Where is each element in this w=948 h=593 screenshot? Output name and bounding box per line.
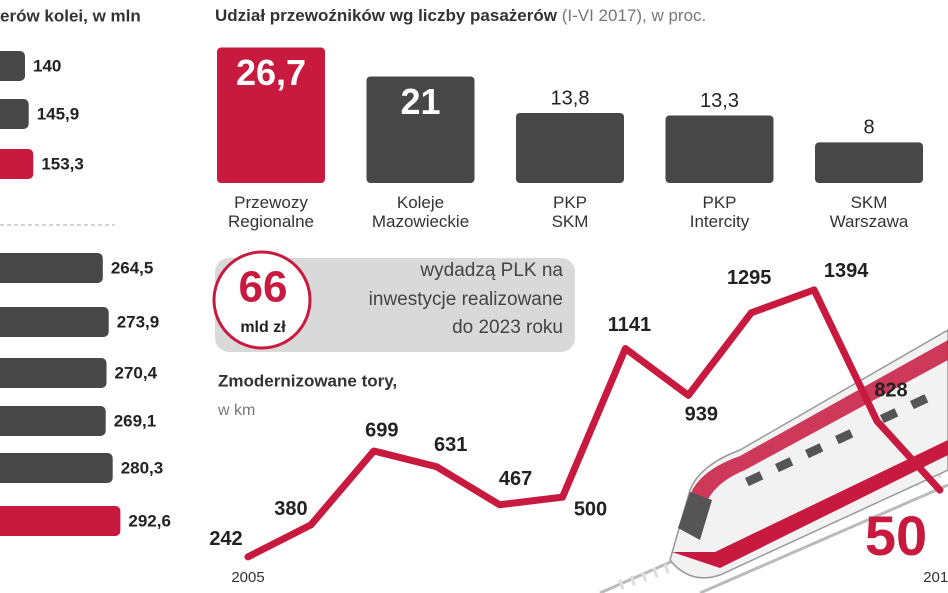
- category-label: PKP SKM: [551, 193, 589, 231]
- bar: [0, 51, 25, 81]
- value-label: 1141: [608, 314, 651, 336]
- chart-title: erów kolei, w mln: [0, 6, 141, 25]
- value-label: 828: [874, 379, 907, 401]
- badge-unit: mld zł: [240, 319, 286, 336]
- bar: [0, 453, 113, 483]
- value-label: 699: [365, 419, 398, 441]
- value-label: 631: [434, 434, 467, 456]
- value-label: 26,7: [236, 52, 306, 93]
- bar: [665, 115, 774, 183]
- bar: [0, 253, 103, 283]
- line: [244, 286, 944, 561]
- bar: [0, 358, 107, 388]
- train-illustration: [599, 329, 948, 593]
- highlight-label: 50: [865, 504, 927, 567]
- bar: [217, 47, 325, 184]
- value-label: 264,5: [111, 258, 154, 277]
- category-label: Koleje Mazowieckie: [371, 193, 470, 231]
- value-label: 21: [400, 81, 440, 122]
- bar: [366, 76, 475, 183]
- value-label: 939: [685, 404, 718, 426]
- badge-circle: [212, 250, 312, 350]
- chart-title: Zmodernizowane tory,: [218, 371, 397, 390]
- value-label: 1394: [824, 260, 869, 282]
- value-label: 280,3: [121, 458, 164, 477]
- value-label: 242: [209, 528, 242, 550]
- value-label: 145,9: [37, 104, 80, 123]
- bar: [516, 112, 624, 183]
- bar: [0, 406, 106, 436]
- badge-text: inwestycje realizowane: [369, 289, 563, 310]
- category-label: PKP Intercity: [689, 193, 750, 231]
- title-sub: (I-VI 2017), w proc.: [562, 6, 707, 25]
- chart-title: Udział przewoźników wg liczby pasażerów …: [215, 6, 706, 25]
- bar: [0, 307, 109, 337]
- badge-text: wydadzą PLK na: [419, 260, 563, 281]
- value-label: 269,1: [114, 411, 157, 430]
- value-label: 380: [274, 498, 307, 520]
- category-label: SKM Warszawa: [829, 193, 909, 231]
- value-label: 273,9: [117, 312, 160, 331]
- value-label: 8: [863, 117, 874, 139]
- badge: 66 mld zł wydadzą PLK na inwestycje real…: [212, 250, 575, 352]
- value-label: 467: [499, 468, 532, 490]
- value-label: 140: [33, 56, 61, 75]
- value-label: 270,4: [115, 363, 158, 382]
- badge-text: do 2023 roku: [452, 317, 563, 338]
- bar: [0, 506, 121, 536]
- title-main: Udział przewoźników wg liczby pasażerów: [215, 6, 558, 25]
- x-tick-label: 2005: [231, 569, 264, 586]
- badge-number: 66: [239, 263, 288, 312]
- bar: [0, 99, 29, 129]
- value-label: 13,8: [551, 87, 590, 109]
- value-label: 500: [574, 498, 607, 520]
- value-label: 13,3: [700, 90, 739, 112]
- value-label: 292,6: [128, 511, 171, 530]
- category-label: Przewozy Regionalne: [227, 193, 314, 231]
- bar: [0, 149, 34, 179]
- x-tick-label: 2016: [923, 569, 948, 586]
- value-label: 153,3: [41, 154, 84, 173]
- value-label: 1295: [727, 267, 772, 289]
- chart-subtitle: w km: [217, 402, 255, 419]
- bar: [815, 142, 923, 183]
